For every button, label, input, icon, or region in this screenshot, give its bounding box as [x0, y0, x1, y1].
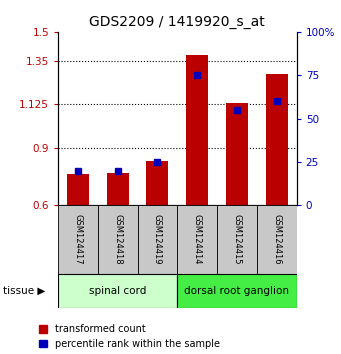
Text: tissue ▶: tissue ▶ [3, 286, 46, 296]
Bar [67, 175, 89, 205]
Text: GSM124418: GSM124418 [113, 215, 122, 265]
Bar [58, 205, 98, 274]
Text: GSM124419: GSM124419 [153, 215, 162, 265]
Text: dorsal root ganglion: dorsal root ganglion [184, 286, 290, 296]
Bar [177, 274, 297, 308]
Bar [98, 205, 137, 274]
Bar [217, 205, 257, 274]
Title: GDS2209 / 1419920_s_at: GDS2209 / 1419920_s_at [89, 16, 265, 29]
Bar [147, 161, 168, 205]
Bar [257, 205, 297, 274]
Bar [107, 172, 129, 205]
Text: GSM124414: GSM124414 [193, 215, 202, 265]
Bar [137, 205, 177, 274]
Bar [177, 205, 217, 274]
Bar [58, 274, 177, 308]
Legend: transformed count, percentile rank within the sample: transformed count, percentile rank withi… [39, 324, 220, 349]
Text: GSM124415: GSM124415 [233, 215, 241, 265]
Bar [186, 55, 208, 205]
Text: GSM124417: GSM124417 [73, 215, 83, 265]
Bar [266, 74, 288, 205]
Text: spinal cord: spinal cord [89, 286, 146, 296]
Text: GSM124416: GSM124416 [272, 215, 281, 265]
Bar [226, 103, 248, 205]
